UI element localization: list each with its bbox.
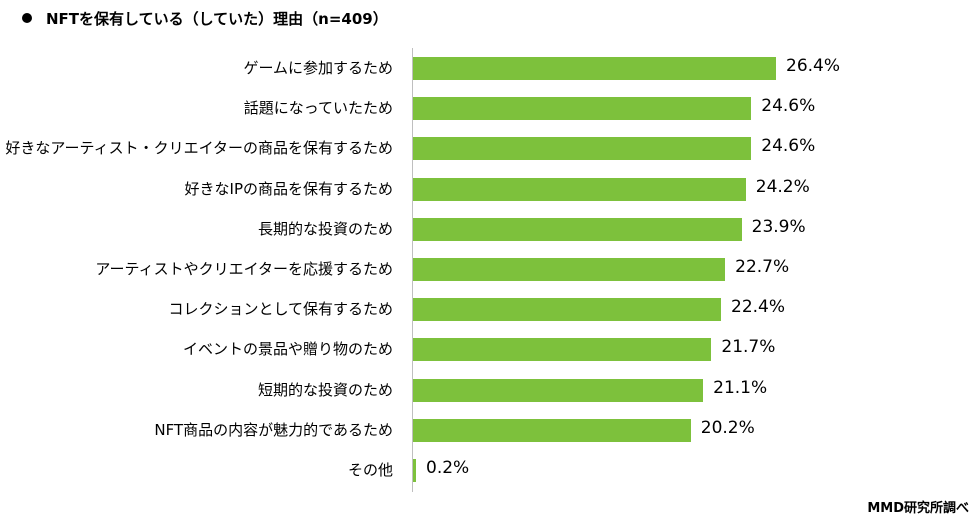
bar bbox=[413, 57, 776, 80]
category-label: ゲームに参加するため bbox=[243, 59, 393, 77]
value-label: 24.2% bbox=[755, 176, 810, 197]
value-label: 21.7% bbox=[721, 337, 776, 358]
bullet-icon bbox=[22, 13, 32, 23]
category-label: アーティストやクリエイターを応援するため bbox=[95, 260, 393, 278]
category-label: コレクションとして保有するため bbox=[168, 300, 393, 319]
category-label: その他 bbox=[347, 461, 393, 479]
bar-row: アーティストやクリエイターを応援するため 22.7% bbox=[0, 249, 979, 289]
bar bbox=[413, 137, 752, 161]
category-label: 長期的な投資のため bbox=[257, 219, 393, 238]
category-label: 好きなアーティスト・クリエイターの商品を保有するため bbox=[5, 139, 393, 158]
bar-row: NFT商品の内容が魅力的であるため 20.2% bbox=[0, 410, 979, 450]
bar-row: 好きなIPの商品を保有するため 24.2% bbox=[0, 169, 979, 209]
source-credit: MMD研究所調べ bbox=[867, 501, 969, 516]
bar-row: コレクションとして保有するため 22.4% bbox=[0, 289, 979, 329]
bar bbox=[413, 97, 752, 121]
bar-row: 話題になっていたため 24.6% bbox=[0, 88, 979, 128]
chart-title-text: NFTを保有している（していた）理由（n=409） bbox=[46, 10, 388, 28]
value-label: 22.4% bbox=[731, 297, 786, 318]
value-label: 26.4% bbox=[786, 56, 841, 76]
bar bbox=[413, 418, 691, 442]
value-label: 22.7% bbox=[735, 257, 790, 277]
bar-row: 短期的な投資のため 21.1% bbox=[0, 370, 979, 410]
category-label: NFT商品の内容が魅力的であるため bbox=[154, 420, 393, 439]
bar bbox=[413, 258, 726, 281]
category-label: イベントの景品や贈り物のため bbox=[182, 340, 393, 359]
value-label: 24.6% bbox=[761, 136, 816, 157]
bar-row: 長期的な投資のため 23.9% bbox=[0, 209, 979, 249]
bar-row: 好きなアーティスト・クリエイターの商品を保有するため 24.6% bbox=[0, 128, 979, 168]
category-label: 話題になっていたため bbox=[243, 99, 393, 118]
bar bbox=[413, 177, 746, 201]
bar-row: イベントの景品や贈り物のため 21.7% bbox=[0, 329, 979, 369]
bar bbox=[413, 217, 742, 241]
value-label: 20.2% bbox=[700, 417, 755, 438]
chart-title: NFTを保有している（していた）理由（n=409） bbox=[22, 8, 388, 29]
category-label: 短期的な投資のため bbox=[257, 380, 393, 399]
value-label: 24.6% bbox=[761, 96, 816, 117]
bar bbox=[413, 338, 712, 362]
value-label: 21.1% bbox=[713, 377, 768, 398]
value-label: 23.9% bbox=[751, 216, 806, 237]
bar bbox=[413, 459, 416, 482]
category-label: 好きなIPの商品を保有するため bbox=[184, 179, 393, 198]
value-label: 0.2% bbox=[426, 458, 470, 478]
bar bbox=[413, 378, 704, 402]
bar-row: ゲームに参加するため 26.4% bbox=[0, 48, 979, 88]
bar bbox=[413, 298, 721, 322]
bar-row: その他 0.2% bbox=[0, 450, 979, 490]
category-axis bbox=[412, 48, 413, 492]
